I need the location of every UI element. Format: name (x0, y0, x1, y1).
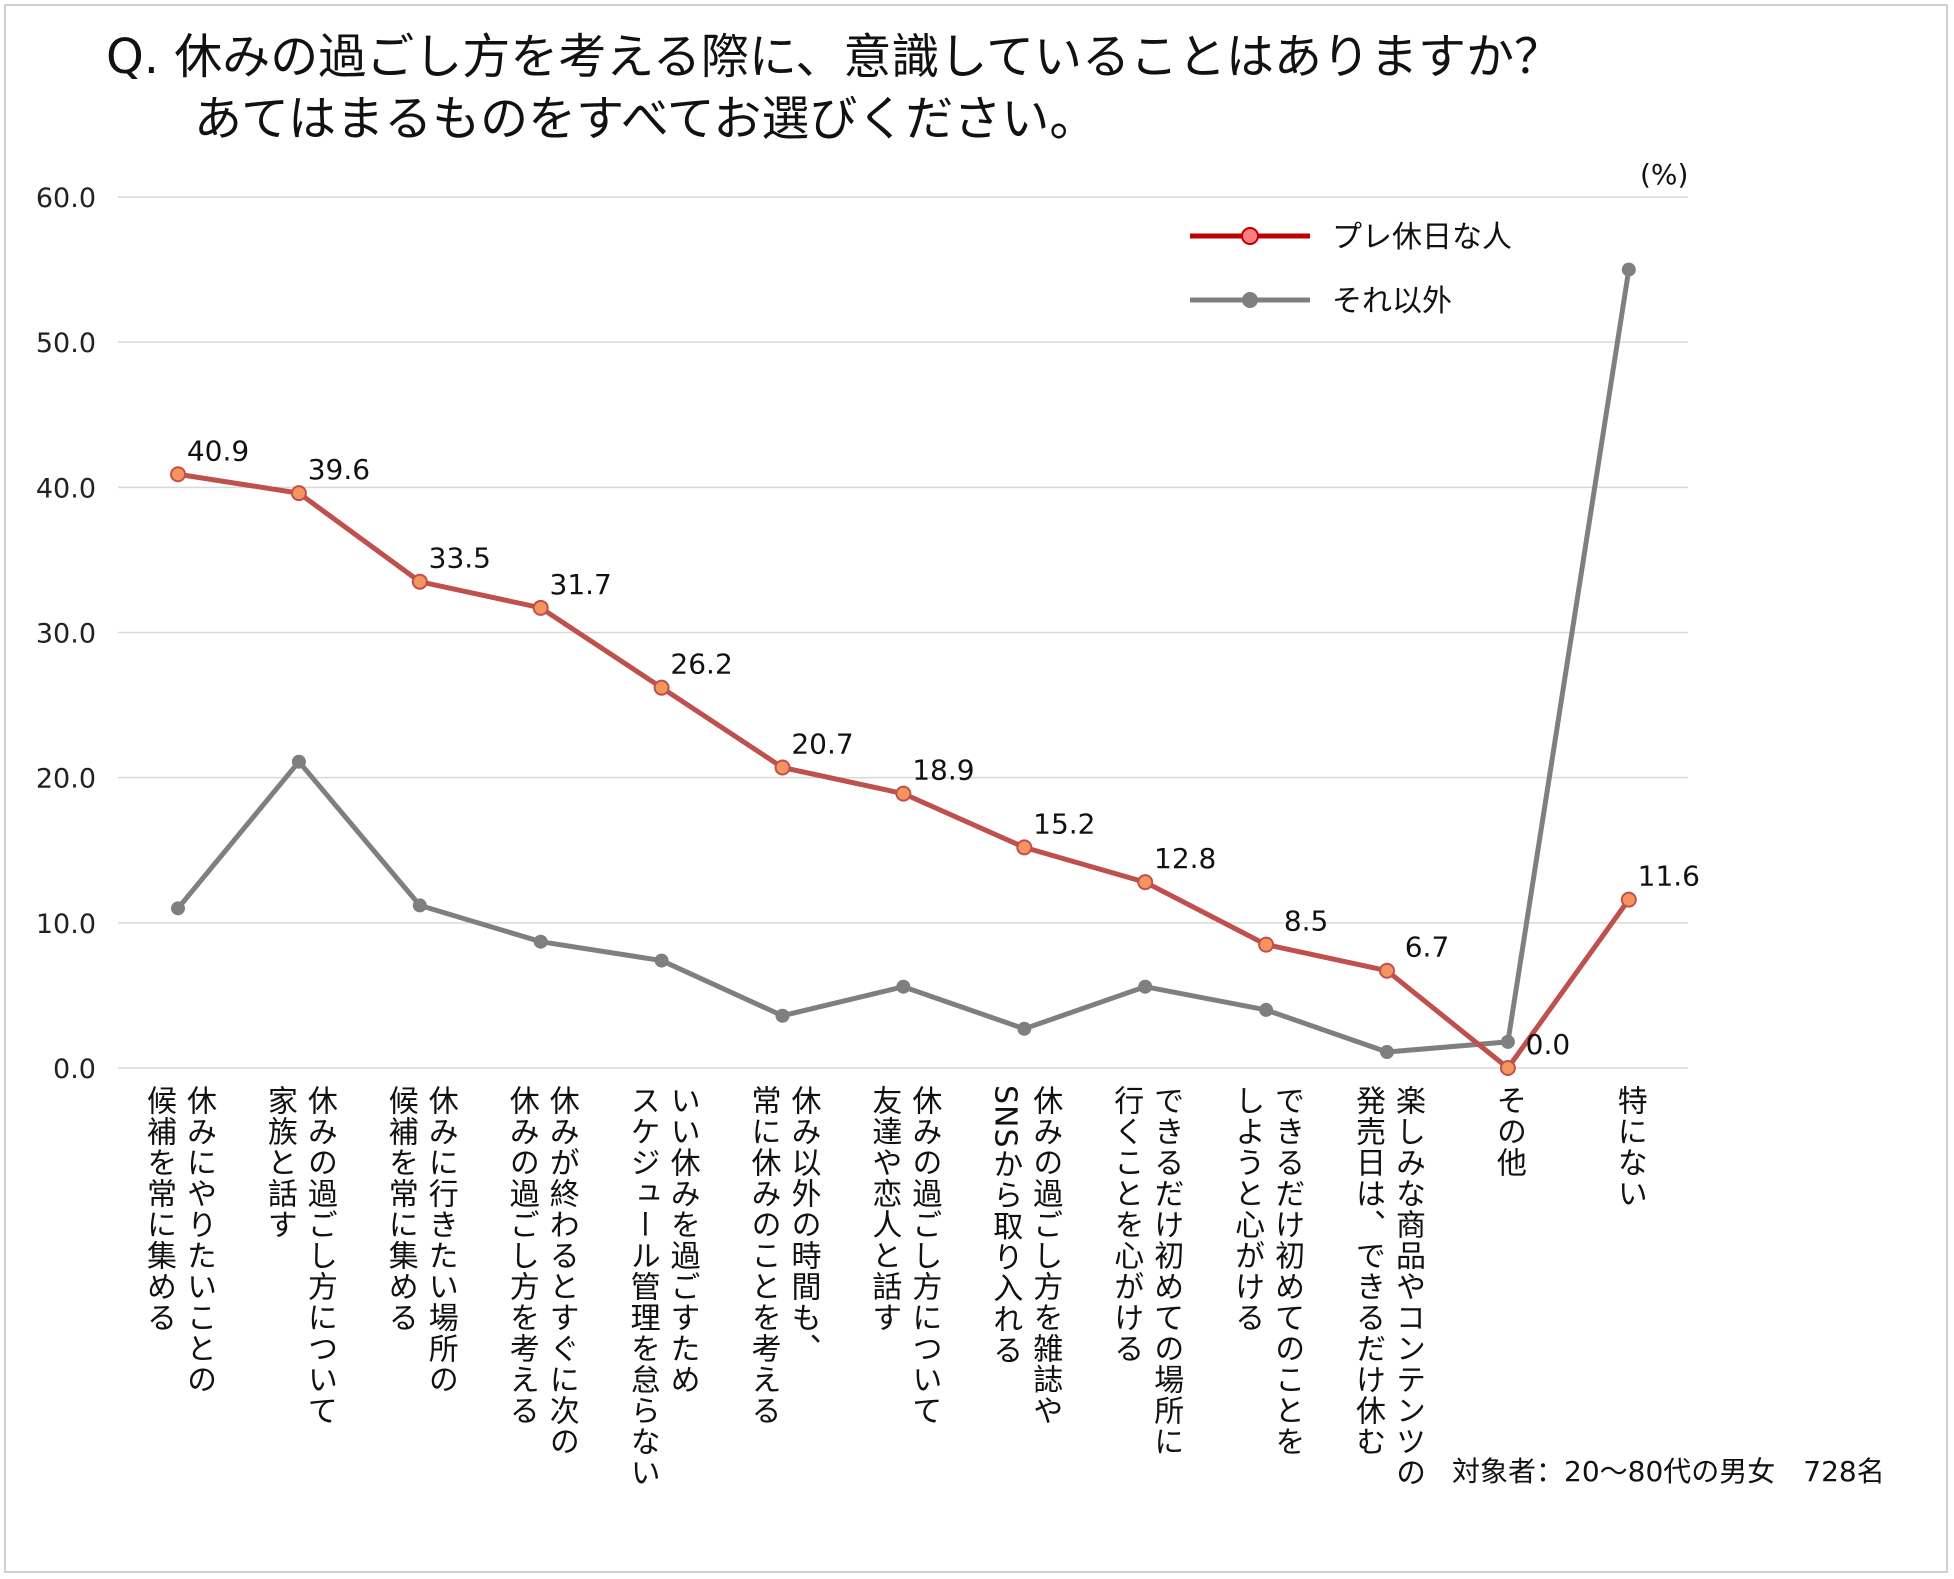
marker-pre-holiday-3 (532, 599, 549, 616)
data-label-pre-holiday-4: 26.2 (670, 648, 732, 681)
legend-marker-others (1242, 292, 1258, 308)
gridlines (118, 196, 1688, 1069)
marker-pre-holiday-9 (1258, 936, 1275, 953)
y-tick-label-3: 30.0 (36, 619, 96, 650)
x-tick-label-10: 楽しみな商品やコンテンツの 発売日は、できるだけ休む (1347, 1085, 1427, 1488)
x-tick-label-11-line-0: その他 (1490, 1085, 1526, 1178)
legend: プレ休日な人 それ以外 (1190, 220, 1512, 319)
legend-label-others: それ以外 (1332, 284, 1452, 319)
x-tick-label-7-line-0: 休みの過ごし方を雑誌や (1027, 1085, 1063, 1426)
x-tick-label-5-line-0: 休み以外の時間も、 (785, 1085, 821, 1364)
x-tick-label-1-line-0: 休みの過ごし方について (301, 1085, 337, 1426)
marker-pre-holiday-7 (1016, 839, 1033, 856)
x-tick-label-6-line-1: 友達や恋人と話す (866, 1085, 902, 1333)
series-markers (170, 262, 1637, 1076)
x-tick-label-3-line-0: 休みが終わるとすぐに次の (543, 1085, 579, 1457)
x-tick-label-3-line-1: 休みの過ごし方を考える (503, 1085, 539, 1426)
marker-pre-holiday-2 (411, 573, 428, 590)
y-tick-label-0: 0.0 (53, 1054, 96, 1085)
marker-pre-holiday-6 (895, 785, 912, 802)
x-tick-label-6-line-0: 休みの過ごし方について (906, 1085, 942, 1426)
marker-others-10 (1380, 1045, 1394, 1060)
marker-others-3 (533, 934, 548, 949)
data-label-pre-holiday-12: 11.6 (1638, 860, 1700, 893)
data-label-pre-holiday-7: 15.2 (1033, 807, 1095, 840)
y-tick-label-2: 20.0 (36, 764, 96, 795)
marker-others-7 (1017, 1021, 1032, 1036)
marker-pre-holiday-11 (1499, 1060, 1516, 1076)
marker-pre-holiday-8 (1137, 874, 1154, 891)
marker-others-8 (1138, 979, 1153, 994)
x-tick-label-8: できるだけ初めての場所に 行くことを心がける (1105, 1085, 1185, 1457)
data-label-pre-holiday-6: 18.9 (912, 754, 974, 787)
marker-others-11 (1500, 1034, 1515, 1049)
marker-pre-holiday-0 (170, 466, 186, 483)
x-tick-label-9: できるだけ初めてのことを しようと心がける (1226, 1085, 1306, 1457)
x-tick-label-2-line-1: 候補を常に集める (382, 1085, 418, 1333)
x-tick-label-7-line-1: SNSから取り入れる (987, 1085, 1023, 1366)
x-tick-label-4-line-0: いい休みを過ごすため (664, 1085, 700, 1395)
x-tick-label-0-line-1: 候補を常に集める (141, 1085, 176, 1333)
marker-pre-holiday-12 (1620, 891, 1637, 908)
unit-label: (%) (1640, 158, 1688, 191)
series-line-pre-holiday (177, 471, 1631, 1071)
data-label-pre-holiday-8: 12.8 (1154, 842, 1216, 875)
marker-pre-holiday-5 (774, 759, 791, 776)
y-axis-ticks: 0.0 10.0 20.0 30.0 40.0 50.0 60.0 (36, 183, 96, 1085)
marker-pre-holiday-1 (290, 485, 307, 502)
data-label-pre-holiday-1: 39.6 (308, 453, 370, 486)
data-label-pre-holiday-0: 40.9 (187, 434, 249, 467)
data-label-pre-holiday-10: 6.7 (1405, 931, 1450, 964)
y-tick-label-4: 40.0 (36, 473, 96, 504)
marker-others-6 (896, 979, 911, 994)
x-tick-label-5: 休み以外の時間も、 常に休みのことを考える (743, 1085, 823, 1426)
x-tick-label-10-line-0: 楽しみな商品やコンテンツの (1390, 1085, 1425, 1488)
marker-pre-holiday-4 (653, 679, 670, 696)
x-tick-label-5-line-1: 常に休みのことを考える (745, 1085, 781, 1426)
data-label-pre-holiday-3: 31.7 (550, 568, 612, 601)
x-tick-label-8-line-1: 行くことを心がける (1108, 1085, 1144, 1364)
y-tick-label-5: 50.0 (36, 328, 96, 359)
marker-pre-holiday-10 (1379, 962, 1395, 979)
x-tick-label-8-line-0: できるだけ初めての場所に (1148, 1085, 1184, 1457)
data-label-pre-holiday-2: 33.5 (429, 542, 491, 575)
marker-others-12 (1621, 262, 1636, 277)
x-tick-label-12: 特にない (1609, 1085, 1649, 1209)
y-tick-label-1: 10.0 (36, 909, 96, 940)
marker-others-4 (654, 953, 669, 968)
x-tick-label-3: 休みが終わるとすぐに次の 休みの過ごし方を考える (501, 1085, 581, 1457)
data-label-pre-holiday-11: 0.0 (1526, 1028, 1571, 1061)
data-labels: 40.9 39.6 33.5 31.7 26.2 20.7 18.9 15.2 12.8 8.5 6… (187, 434, 1700, 1061)
x-tick-label-7: 休みの過ごし方を雑誌や SNSから取り入れる (984, 1085, 1064, 1426)
x-tick-label-1: 休みの過ごし方について 家族と話す (259, 1085, 339, 1426)
x-tick-label-4: いい休みを過ごすため スケジュール管理を怠らない (622, 1085, 702, 1488)
footnote: 対象者：20～80代の男女 728名 (1452, 1455, 1885, 1488)
y-tick-label-6: 60.0 (36, 183, 96, 214)
data-label-pre-holiday-9: 8.5 (1284, 905, 1329, 938)
x-tick-label-2: 休みに行きたい場所の 候補を常に集める (380, 1085, 460, 1395)
x-tick-label-6: 休みの過ごし方について 友達や恋人と話す (863, 1085, 943, 1426)
x-tick-label-1-line-1: 家族と話す (261, 1085, 297, 1240)
x-tick-label-9-line-0: できるだけ初めてのことを (1269, 1085, 1305, 1457)
title-line-2: あてはまるものをすべてお選びください。 (194, 91, 1098, 147)
legend-marker-pre-holiday (1241, 227, 1259, 245)
marker-others-2 (412, 898, 427, 913)
x-tick-label-4-line-1: スケジュール管理を怠らない (624, 1085, 660, 1488)
x-tick-label-9-line-1: しようと心がける (1229, 1085, 1265, 1333)
marker-others-1 (291, 754, 306, 769)
x-tick-label-2-line-0: 休みに行きたい場所の (422, 1085, 458, 1395)
data-label-pre-holiday-5: 20.7 (791, 728, 853, 761)
legend-label-pre-holiday: プレ休日な人 (1332, 220, 1512, 255)
marker-others-5 (775, 1008, 790, 1023)
x-tick-label-0-line-0: 休みにやりたいことの (181, 1085, 216, 1395)
marker-others-9 (1259, 1002, 1274, 1017)
x-tick-label-11: その他 (1488, 1085, 1528, 1178)
title-line-1: Q. 休みの過ごし方を考える際に、意識していることはありますか？ (106, 29, 1562, 85)
x-tick-label-12-line-0: 特にない (1611, 1085, 1647, 1209)
chart-title: Q. 休みの過ごし方を考える際に、意識していることはありますか？ あてはまるもの… (106, 26, 1562, 150)
x-tick-label-10-line-1: 発売日は、できるだけ休む (1350, 1085, 1385, 1457)
x-tick-label-0: 休みにやりたいことの 候補を常に集める (138, 1085, 218, 1395)
marker-others-0 (171, 901, 185, 916)
